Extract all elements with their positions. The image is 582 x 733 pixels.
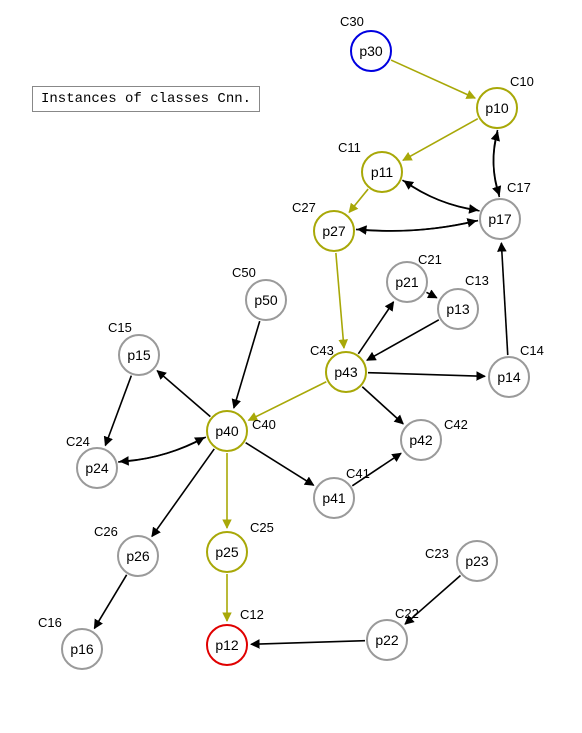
node-label: p17 [488,211,511,227]
node-p50: p50 [245,279,287,321]
class-label-p16: C16 [38,615,62,630]
node-p27: p27 [313,210,355,252]
node-p17: p17 [479,198,521,240]
node-p10: p10 [476,87,518,129]
legend-text: Instances of classes Cnn. [41,91,251,107]
edge-p26-p16 [94,575,126,629]
edge-p22-p12 [251,641,365,645]
node-p21: p21 [386,261,428,303]
node-label: p11 [371,164,393,180]
node-p12: p12 [206,624,248,666]
class-label-p12: C12 [240,607,264,622]
node-label: p41 [322,490,345,506]
legend-box: Instances of classes Cnn. [32,86,260,112]
node-p24: p24 [76,447,118,489]
node-p15: p15 [118,334,160,376]
class-label-p10: C10 [510,74,534,89]
node-label: p42 [409,432,432,448]
edge-p43-p42 [362,387,403,424]
node-label: p30 [359,43,382,59]
edge-p27-p43 [336,253,344,348]
node-label: p12 [215,637,238,653]
node-p30: p30 [350,30,392,72]
edge-p17-p27 [358,221,478,231]
node-p41: p41 [313,477,355,519]
edge-p10-p11 [403,119,478,161]
edge-p17-p11 [404,181,479,211]
edge-p21-p13 [426,292,436,297]
node-p42: p42 [400,419,442,461]
class-label-p42: C42 [444,417,468,432]
edge-p40-p41 [246,443,314,486]
node-label: p40 [215,423,238,439]
node-label: p10 [485,100,508,116]
edge-p27-p17 [356,221,476,231]
node-label: p43 [334,364,357,380]
edge-p15-p24 [105,376,131,446]
class-label-p17: C17 [507,180,531,195]
class-label-p21: C21 [418,252,442,267]
node-label: p15 [127,347,150,363]
class-label-p43: C43 [310,343,334,358]
edge-p40-p26 [152,449,214,537]
edge-p30-p10 [391,60,475,98]
class-label-p24: C24 [66,434,90,449]
node-p22: p22 [366,619,408,661]
edge-p10-p17 [493,130,499,195]
node-label: p23 [465,553,488,569]
node-p13: p13 [437,288,479,330]
class-label-p22: C22 [395,606,419,621]
class-label-p27: C27 [292,200,316,215]
node-p11: p11 [361,151,403,193]
class-label-p14: C14 [520,343,544,358]
node-p14: p14 [488,356,530,398]
class-label-p25: C25 [250,520,274,535]
class-label-p11: C11 [338,140,361,155]
node-label: p26 [126,548,149,564]
edge-p11-p17 [402,180,477,210]
class-label-p13: C13 [465,273,489,288]
node-label: p27 [322,223,345,239]
edge-p13-p43 [367,320,439,360]
node-label: p25 [215,544,238,560]
class-label-p50: C50 [232,265,256,280]
edge-p24-p40 [118,438,204,462]
node-label: p14 [497,369,520,385]
edge-p14-p17 [501,243,507,355]
node-p16: p16 [61,628,103,670]
class-label-p30: C30 [340,14,364,29]
edge-p43-p14 [368,373,485,377]
edge-p40-p15 [157,371,210,417]
node-label: p22 [375,632,398,648]
class-label-p40: C40 [252,417,276,432]
node-label: p21 [395,274,418,290]
node-label: p13 [446,301,469,317]
node-p23: p23 [456,540,498,582]
edge-p43-p21 [358,302,393,354]
class-label-p41: C41 [346,466,370,481]
node-p25: p25 [206,531,248,573]
class-label-p26: C26 [94,524,118,539]
node-label: p50 [254,292,277,308]
node-label: p24 [85,460,108,476]
class-label-p23: C23 [425,546,449,561]
edge-p17-p10 [493,132,499,197]
node-p26: p26 [117,535,159,577]
node-label: p16 [70,641,93,657]
edge-p43-p40 [249,382,327,421]
edge-p40-p24 [120,437,206,461]
node-p40: p40 [206,410,248,452]
edge-p11-p27 [349,189,368,212]
edge-p50-p40 [234,321,260,408]
class-label-p15: C15 [108,320,132,335]
